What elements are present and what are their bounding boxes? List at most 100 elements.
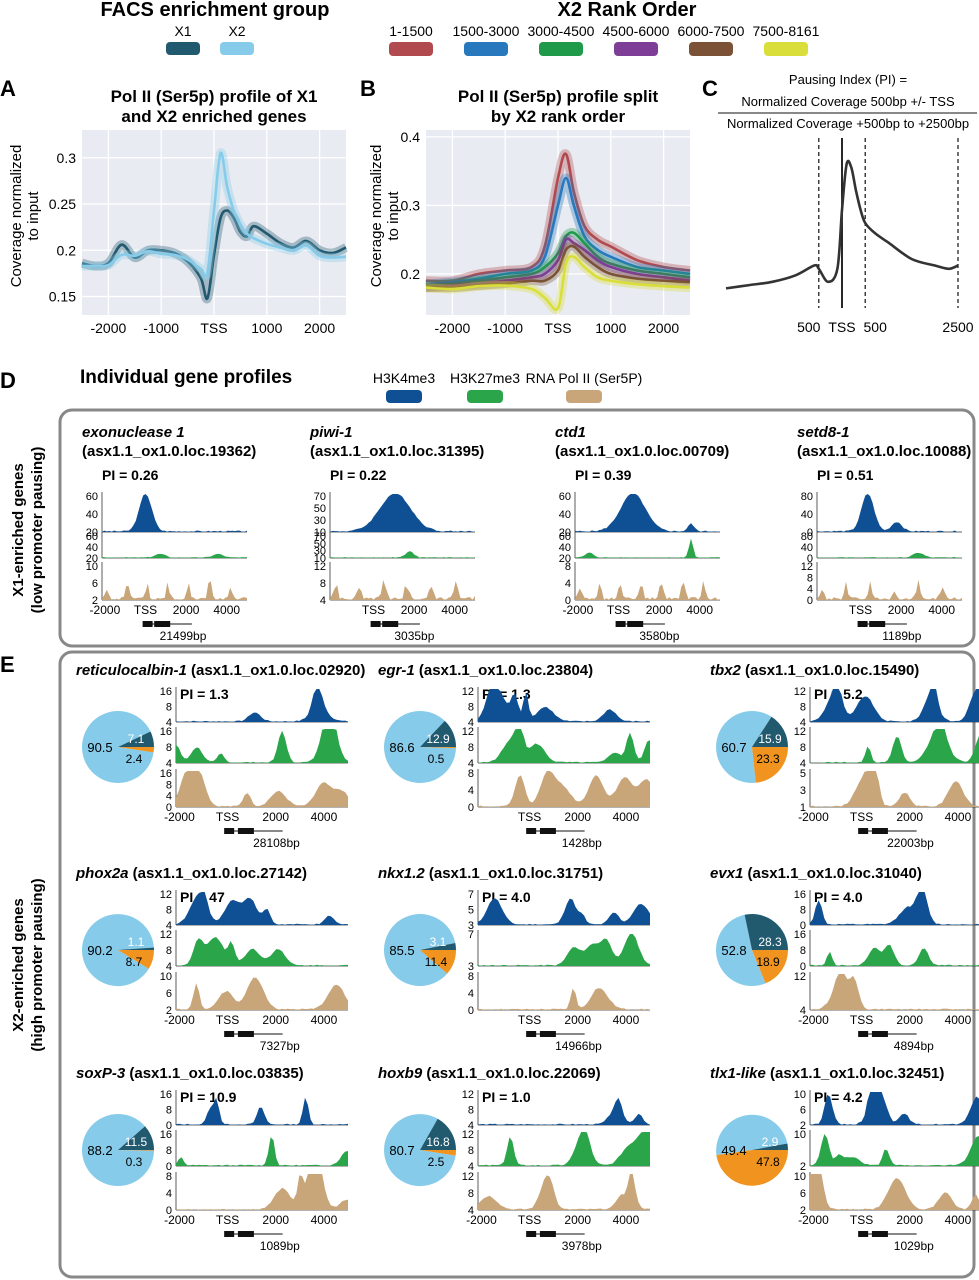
gene-length: 1428bp bbox=[562, 836, 602, 850]
track-tick-label: 6 bbox=[800, 1105, 806, 1117]
track-tick-label: 4 bbox=[166, 717, 172, 729]
track-tick-label: 2 bbox=[800, 1205, 806, 1217]
coverage-track-pol2 bbox=[810, 1174, 979, 1210]
track-tick-label: 12 bbox=[794, 686, 806, 698]
pausing-index-value: PI = 1.0 bbox=[482, 1089, 531, 1105]
rank-legend-swatch bbox=[389, 42, 433, 56]
track-tick-label: 12 bbox=[462, 686, 474, 698]
gene-locus: (asx1.1_ox1.0.loc.32451) bbox=[766, 1065, 944, 1082]
track-tick-label: 8 bbox=[800, 945, 806, 957]
gene-name: evx1 bbox=[710, 865, 743, 882]
track-tick-label: 8 bbox=[468, 702, 474, 714]
x-tick-label: 4000 bbox=[613, 810, 640, 824]
x-tick-label: 2000 bbox=[896, 1013, 923, 1027]
gene-panel-egr-1: egr-1 (asx1.1_ox1.0.loc.23804)PI = 1.386… bbox=[378, 662, 650, 850]
gene-length: 4894bp bbox=[894, 1039, 934, 1053]
pie-slice bbox=[420, 943, 456, 950]
track-tick-label: 0 bbox=[468, 802, 474, 814]
panel-letter-b: B bbox=[360, 76, 376, 101]
gene-locus: (asx1.1_ox1.0.loc.15490) bbox=[741, 662, 919, 679]
x-tick-label: 4000 bbox=[945, 1013, 972, 1027]
y-tick-label: 0.3 bbox=[57, 150, 77, 166]
track-tick-label: 50 bbox=[314, 538, 326, 550]
x-tick-label: 2000 bbox=[401, 603, 428, 617]
track-tick-label: 8 bbox=[468, 768, 474, 780]
x-tick-label: TSS bbox=[850, 810, 873, 824]
track-tick-label: 10 bbox=[794, 1171, 806, 1183]
panel-letter-a: A bbox=[0, 76, 16, 101]
track-legend-label: H3K4me3 bbox=[373, 370, 435, 386]
pie-slice bbox=[420, 950, 457, 974]
rank-legend-swatch bbox=[689, 42, 733, 56]
gene-panel-hoxb9: hoxb9 (asx1.1_ox1.0.loc.22069) PI = 1.0 80… bbox=[378, 1065, 650, 1253]
track-tick-label: 40 bbox=[801, 542, 813, 554]
track-tick-label: 16 bbox=[794, 889, 806, 901]
gene-title: egr-1 (asx1.1_ox1.0.loc.23804) bbox=[378, 662, 593, 679]
gene-model-exon bbox=[224, 1231, 235, 1237]
track-tick-label: 12 bbox=[160, 889, 172, 901]
track-tick-label: 12 bbox=[160, 929, 172, 941]
pausing-index-value: PI = 1.3 bbox=[180, 686, 229, 702]
pie-slice bbox=[420, 720, 456, 747]
pie-slice bbox=[82, 710, 154, 783]
gene-locus: (asx1.1_ox1.0.loc.03835) bbox=[125, 1065, 303, 1082]
coverage-track-h3k27me3 bbox=[810, 944, 979, 966]
pausing-index-value: PI = 4.0 bbox=[814, 889, 863, 905]
track-tick-label: 60 bbox=[86, 531, 98, 543]
y-tick-label: 0.3 bbox=[401, 197, 421, 213]
panel-a-title-line2: and X2 enriched genes bbox=[121, 107, 306, 126]
rank-legend-label: 3000-4500 bbox=[528, 23, 595, 39]
track-tick-label: 3 bbox=[800, 785, 806, 797]
coverage-track-h3k27me3 bbox=[478, 729, 650, 763]
gene-length: 1029bp bbox=[894, 1239, 934, 1253]
gene-model-exon bbox=[871, 828, 888, 834]
track-tick-label: 16 bbox=[160, 726, 172, 738]
gene-model-exon bbox=[858, 1231, 869, 1237]
gene-length: 1089bp bbox=[260, 1239, 300, 1253]
gene-length: 3580bp bbox=[639, 629, 679, 643]
rank-legend-swatch bbox=[539, 42, 583, 56]
panel-b-ylabel-line2: to input bbox=[385, 191, 402, 241]
track-tick-label: 50 bbox=[314, 503, 326, 515]
gene-model-exon bbox=[142, 621, 153, 627]
track-tick-label: 3 bbox=[468, 920, 474, 932]
track-tick-label: 2 bbox=[92, 595, 98, 607]
track-tick-label: 4 bbox=[807, 584, 813, 596]
panel-e-frame bbox=[58, 650, 976, 1279]
gene-model-exon bbox=[858, 1031, 869, 1037]
coverage-track-h3k4me3 bbox=[810, 1092, 979, 1125]
pie-label: 49.4 bbox=[721, 1143, 746, 1158]
coverage-track-pol2 bbox=[810, 771, 979, 807]
track-tick-label: 10 bbox=[794, 1129, 806, 1141]
coverage-track-pol2 bbox=[575, 581, 720, 600]
gene-profiles: exonuclease 1 (asx1.1_ox1.0.loc.19362) PI … bbox=[75, 424, 979, 1253]
pie-label: 11.4 bbox=[425, 955, 448, 969]
track-legend: H3K4me3 H3K27me3 RNA Pol II (Ser5P) bbox=[373, 370, 642, 403]
x-tick-label: 2000 bbox=[262, 1013, 289, 1027]
track-tick-label: 8 bbox=[468, 1105, 474, 1117]
track-legend-swatch bbox=[386, 390, 422, 403]
gene-name: piwi-1 bbox=[309, 424, 353, 441]
coverage-track-h3k4me3 bbox=[478, 689, 650, 722]
pie-slice bbox=[82, 1114, 154, 1187]
facs-legend-label: X2 bbox=[228, 23, 245, 39]
pausing-index-value: PI = 0.22 bbox=[330, 467, 387, 483]
x-tick-label: TSS bbox=[828, 319, 855, 335]
track-tick-label: 30 bbox=[314, 515, 326, 527]
track-tick-label: 70 bbox=[314, 531, 326, 543]
track-tick-label: 4 bbox=[468, 758, 474, 770]
track-tick-label: 16 bbox=[794, 929, 806, 941]
track-tick-label: 16 bbox=[160, 686, 172, 698]
x-tick-label: -2000 bbox=[563, 603, 594, 617]
x-tick-label: 2000 bbox=[304, 320, 335, 336]
pausing-index-value: PI = 4.0 bbox=[482, 889, 531, 905]
gene-panel-phox2a: phox2a (asx1.1_ox1.0.loc.27142)PI = 4790… bbox=[75, 865, 348, 1053]
pie-label: 18.9 bbox=[756, 955, 780, 969]
coverage-track-h3k27me3 bbox=[810, 1134, 979, 1166]
facs-legend-label: X1 bbox=[174, 23, 191, 39]
pie-label: 1.1 bbox=[128, 935, 145, 949]
coverage-track-h3k4me3 bbox=[817, 494, 962, 532]
track-tick-label: 16 bbox=[160, 768, 172, 780]
coverage-track-h3k4me3 bbox=[102, 494, 247, 532]
x-tick-label: -2000 bbox=[164, 810, 195, 824]
